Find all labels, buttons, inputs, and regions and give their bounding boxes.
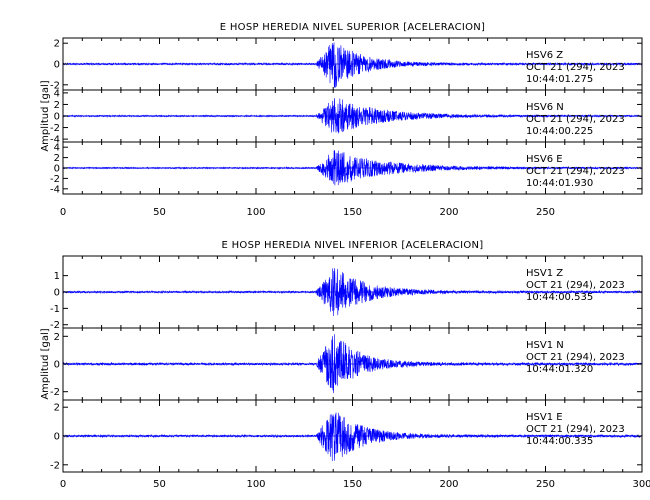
y-tick-label: 0 [54,112,60,123]
y-tick-label: 2 [54,403,60,414]
y-tick-label: 4 [54,143,60,154]
y-tick-label: -2 [50,123,60,134]
time-label: 10:44:01.275 [526,74,593,85]
y-tick-label: 2 [54,332,60,343]
x-tick-label: 250 [536,207,555,218]
y-tick-label: 2 [54,153,60,164]
y-tick-label: 1 [54,271,60,282]
y-tick-label: -2 [50,80,60,91]
y-tick-label: -2 [50,174,60,185]
y-tick-label: 0 [54,164,60,175]
y-axis-label: Amplitud [gal] [40,80,51,151]
y-tick-label: 2 [54,39,60,50]
panel-frame [62,399,643,473]
x-tick-label: 50 [153,207,166,218]
x-tick-label: 100 [246,479,265,490]
y-tick-label: -4 [50,184,60,195]
y-tick-label: -2 [50,460,60,471]
y-tick-label: 2 [54,100,60,111]
station-label: HSV1 N [526,340,564,351]
y-axis-label: Amplitud [gal] [40,328,51,399]
y-tick-label: -1 [50,304,60,315]
station-label: HSV1 E [526,412,563,423]
x-tick-label: 200 [439,479,458,490]
date-label: OCT 21 (294), 2023 [526,352,625,363]
x-tick-label: 50 [153,479,166,490]
y-tick-label: -2 [50,387,60,398]
chart-title: E HOSP HEREDIA NIVEL SUPERIOR [ACELERACI… [220,22,486,33]
y-tick-label: 0 [54,432,60,443]
date-label: OCT 21 (294), 2023 [526,62,625,73]
station-label: HSV6 Z [526,50,563,61]
y-tick-label: 0 [54,60,60,71]
station-label: HSV1 Z [526,268,563,279]
x-tick-label: 150 [343,207,362,218]
y-tick-label: 0 [54,360,60,371]
y-tick-label: 4 [54,88,60,99]
time-label: 10:44:00.535 [526,292,593,303]
x-tick-label: 100 [246,207,265,218]
station-label: HSV6 E [526,154,563,165]
time-label: 10:44:00.335 [526,436,593,447]
x-tick-label: 0 [60,207,66,218]
panel-frame [62,141,643,195]
station-label: HSV6 N [526,102,564,113]
x-tick-label: 0 [60,479,66,490]
y-tick-label: -2 [50,320,60,331]
y-tick-label: 0 [54,288,60,299]
time-label: 10:44:01.320 [526,364,593,375]
time-label: 10:44:00.225 [526,126,593,137]
x-tick-label: 150 [343,479,362,490]
chart-title: E HOSP HEREDIA NIVEL INFERIOR [ACELERACI… [221,240,483,251]
date-label: OCT 21 (294), 2023 [526,166,625,177]
x-tick-label: 300 [632,479,650,490]
date-label: OCT 21 (294), 2023 [526,114,625,125]
y-tick-label: -4 [50,135,60,146]
date-label: OCT 21 (294), 2023 [526,280,625,291]
x-tick-label: 250 [536,479,555,490]
time-label: 10:44:01.930 [526,178,593,189]
date-label: OCT 21 (294), 2023 [526,424,625,435]
x-tick-label: 200 [439,207,458,218]
